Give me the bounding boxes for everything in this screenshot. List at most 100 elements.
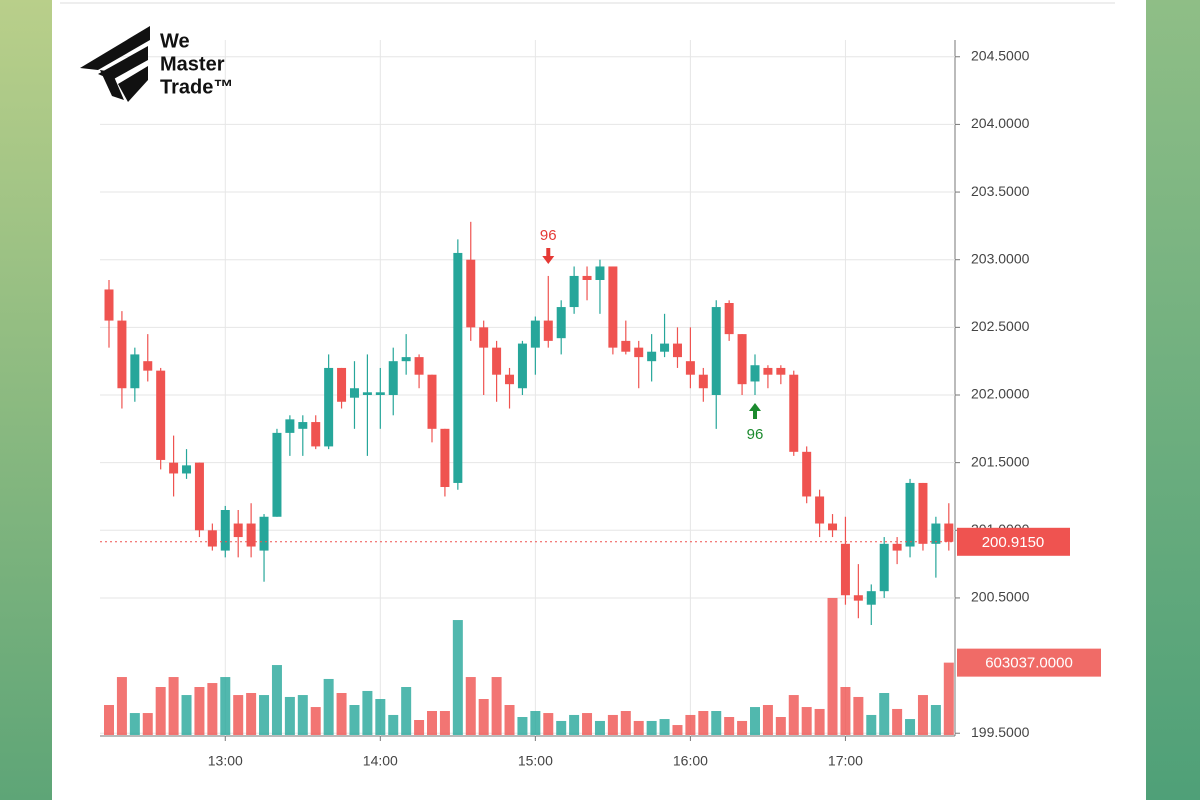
volume-bar	[491, 677, 502, 735]
candle-body	[879, 543, 889, 592]
volume-bar	[633, 720, 644, 735]
candle-body	[298, 422, 308, 429]
volume-bar	[620, 711, 631, 735]
candle-body	[672, 343, 682, 358]
candle-body	[685, 361, 695, 375]
candle-body	[427, 374, 437, 429]
signal-label: 96	[747, 426, 764, 443]
candle-body	[569, 275, 579, 308]
volume-bar	[943, 662, 954, 735]
volume-bar	[452, 620, 463, 735]
volume-bar	[659, 719, 670, 735]
candle-body	[246, 523, 256, 547]
volume-bar	[297, 695, 308, 735]
candle-body	[543, 320, 553, 341]
y-tick-label: 202.0000	[971, 386, 1030, 402]
volume-bar	[607, 714, 618, 735]
volume-bar	[155, 687, 166, 735]
y-tick-label: 199.5000	[971, 724, 1030, 740]
candle-body	[737, 334, 747, 385]
candle-body	[466, 259, 476, 328]
candle-body	[828, 523, 838, 531]
volume-bar	[142, 713, 153, 735]
volume-bar	[814, 708, 825, 735]
x-tick-label: 14:00	[363, 753, 398, 769]
candle-body	[556, 307, 566, 339]
candle-body	[724, 303, 734, 335]
volume-bar	[775, 717, 786, 735]
volume-bar	[414, 720, 425, 735]
volume-bar	[737, 720, 748, 735]
candle-body	[156, 370, 166, 460]
candle-body	[763, 367, 773, 375]
volume-bar	[801, 707, 812, 735]
candle-body	[505, 374, 515, 385]
candle-body	[401, 357, 411, 362]
candle-body	[259, 516, 269, 551]
volume-bar	[233, 695, 244, 735]
volume-bar	[362, 690, 373, 735]
volume-bar	[724, 717, 735, 735]
y-tick-label: 201.5000	[971, 453, 1030, 469]
volume-bar	[310, 707, 321, 735]
candle-body	[853, 595, 863, 601]
volume-bar	[259, 695, 270, 735]
chart-layer: 199.5000200.5000201.0000201.5000202.0000…	[100, 40, 1101, 769]
volume-bar	[853, 696, 864, 735]
volume-bar	[930, 705, 941, 735]
candle-body	[660, 343, 670, 352]
volume-bar	[181, 695, 192, 735]
volume-tag-label: 603037.0000	[985, 655, 1073, 672]
candle-body	[104, 289, 114, 321]
candle-body	[440, 428, 450, 487]
volume-bar	[905, 719, 916, 735]
candle-body	[634, 347, 644, 358]
candle-body	[414, 357, 424, 375]
volume-bar	[840, 687, 851, 735]
candle-body	[789, 374, 799, 452]
candle-body	[582, 275, 592, 280]
x-tick-label: 17:00	[828, 753, 863, 769]
volume-bar	[582, 713, 593, 735]
candle-body	[892, 543, 902, 551]
logo: We Master Trade™	[80, 26, 233, 102]
volume-bar	[284, 696, 295, 735]
candle-body	[453, 252, 463, 483]
y-tick-label: 203.0000	[971, 250, 1030, 266]
volume-bar	[646, 720, 657, 735]
candle-body	[711, 307, 721, 395]
candle-body	[802, 451, 812, 497]
volume-bar	[569, 714, 580, 735]
y-tick-label: 203.5000	[971, 183, 1030, 199]
candle-body	[388, 361, 398, 395]
volume-bar	[129, 713, 140, 735]
candle-body	[944, 523, 954, 542]
plot-area	[100, 40, 955, 736]
candle-body	[866, 591, 876, 605]
y-tick-label: 204.5000	[971, 47, 1030, 63]
volume-bar	[530, 711, 541, 735]
volume-bar	[104, 705, 114, 735]
candle-body	[776, 367, 786, 375]
candle-body	[750, 365, 760, 382]
candle-body	[479, 327, 489, 348]
volume-bar	[336, 693, 347, 735]
candle-body	[311, 422, 321, 447]
volume-bar	[439, 711, 450, 735]
price-tag-label: 200.9150	[982, 534, 1045, 551]
candle-body	[143, 361, 153, 371]
x-tick-label: 15:00	[518, 753, 553, 769]
candle-body	[698, 374, 708, 389]
candle-body	[517, 343, 527, 389]
volume-bar	[543, 713, 554, 735]
volume-bar	[220, 677, 231, 735]
candle-body	[285, 419, 295, 433]
volume-bar	[168, 677, 179, 735]
volume-bar	[194, 687, 205, 735]
volume-bar	[401, 687, 412, 735]
volume-bar	[917, 695, 928, 735]
candle-body	[595, 266, 605, 280]
logo-mark	[100, 70, 124, 100]
logo-mark	[80, 26, 150, 70]
candle-body	[207, 530, 217, 547]
